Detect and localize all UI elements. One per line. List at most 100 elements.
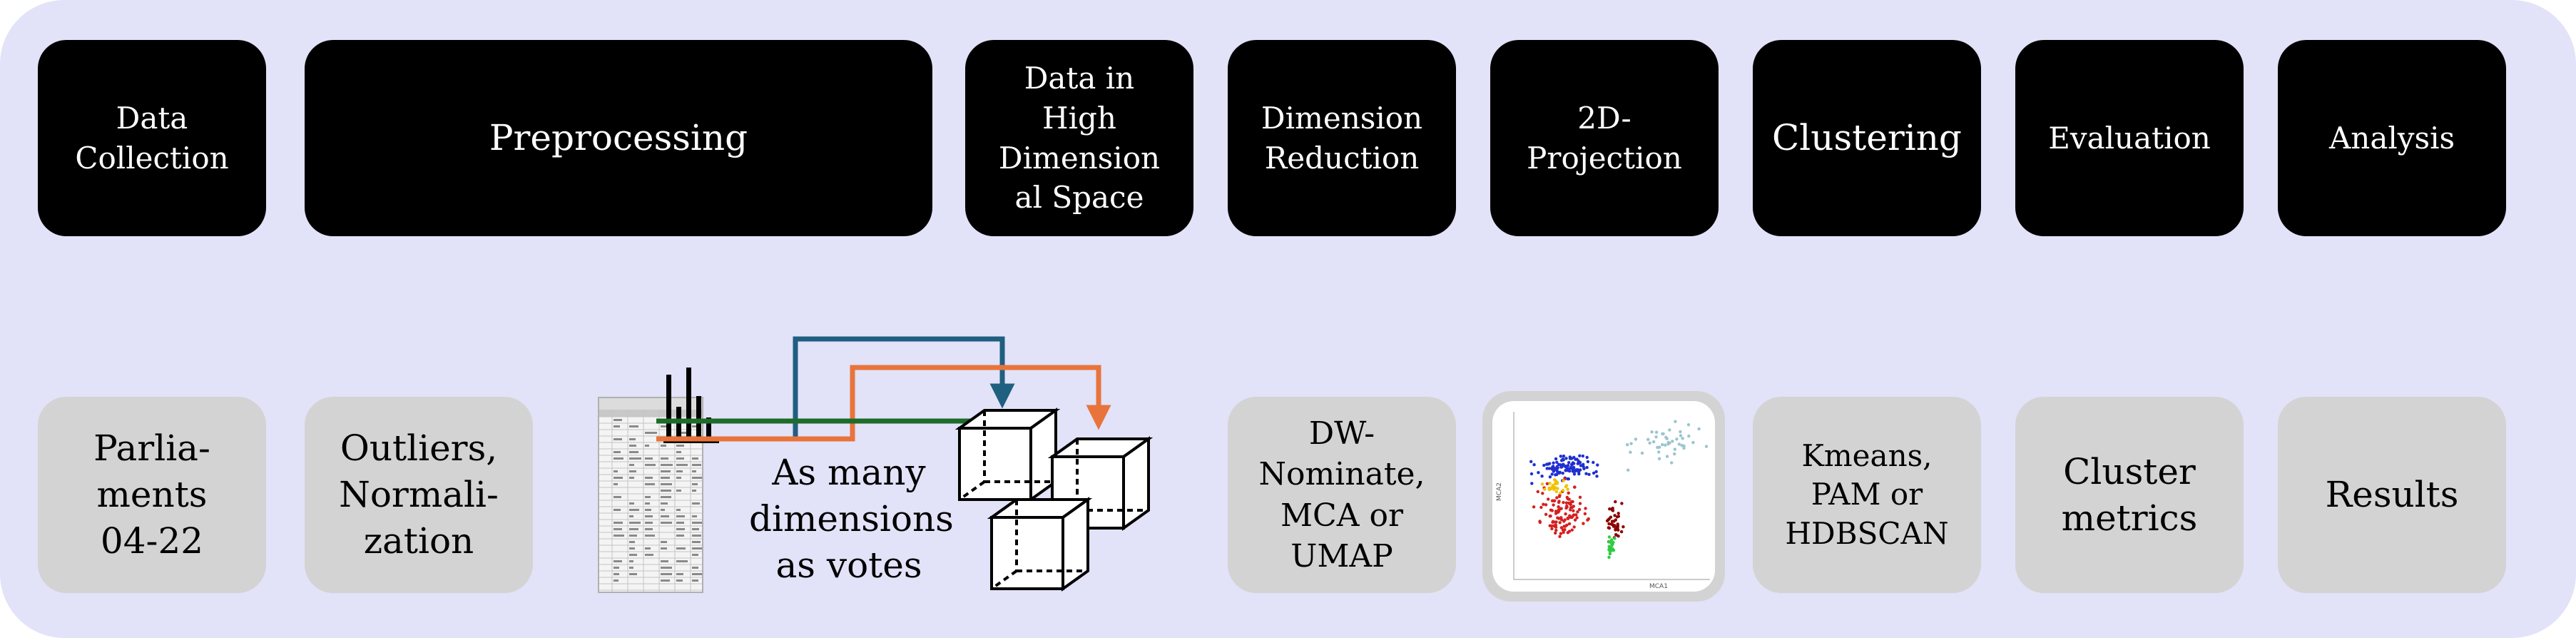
- method-clustering: Kmeans, PAM or HDBSCAN: [1753, 397, 1981, 593]
- scatter-point: [1592, 460, 1595, 465]
- scatter-point: [1570, 528, 1574, 532]
- scatter-point: [1562, 454, 1566, 458]
- scatter-point: [1679, 434, 1683, 437]
- scatter-point: [1646, 437, 1650, 441]
- scatter-point: [1608, 507, 1612, 511]
- scatter-point: [1564, 506, 1568, 510]
- scatter-point: [1657, 457, 1661, 460]
- scatter-point: [1554, 457, 1558, 461]
- scatter-point: [1673, 452, 1676, 456]
- scatter-point: [1614, 500, 1617, 504]
- method-parliaments: Parlia- ments 04-22: [38, 397, 266, 593]
- high-dimension-illustration: [656, 336, 1154, 592]
- scatter-point: [1626, 468, 1630, 472]
- scatter-point: [1548, 524, 1552, 527]
- scatter-point: [1585, 465, 1589, 470]
- scatter-point: [1538, 520, 1542, 525]
- scatter-point: [1607, 535, 1612, 539]
- scatter-point: [1614, 533, 1618, 537]
- scatter-point: [1565, 495, 1569, 500]
- scatter-point: [1554, 520, 1558, 524]
- scatter-point: [1563, 528, 1567, 532]
- scatter-point: [1541, 492, 1544, 495]
- scatter-point: [1578, 454, 1582, 457]
- scatter-point: [1562, 530, 1565, 535]
- scatter-point: [1572, 472, 1577, 476]
- scatter-point: [1547, 467, 1551, 470]
- cube-icon: [987, 497, 1093, 592]
- scatter-point: [1595, 475, 1599, 478]
- scatter-point: [1607, 540, 1611, 544]
- scatter-point: [1567, 477, 1570, 481]
- scatter-point: [1673, 447, 1676, 451]
- scatter-point: [1616, 526, 1619, 530]
- scatter-point: [1552, 487, 1556, 491]
- scatter-point: [1675, 437, 1679, 441]
- scatter-point: [1564, 501, 1569, 505]
- scatter-point: [1582, 522, 1585, 525]
- scatter-point: [1554, 473, 1557, 477]
- scatter-point: [1564, 457, 1568, 460]
- scatter-point: [1552, 485, 1556, 489]
- stage-clustering: Clustering: [1753, 40, 1981, 236]
- scatter-point: [1536, 490, 1539, 494]
- scatter-point: [1547, 497, 1550, 501]
- scatter-point: [1549, 508, 1553, 512]
- scatter-point: [1697, 427, 1701, 431]
- method-outliers-normalization: Outliers, Normali- zation: [305, 397, 533, 593]
- method-label: Parlia- ments 04-22: [93, 427, 210, 562]
- scatter-point: [1540, 475, 1544, 478]
- method-label: Kmeans, PAM or HDBSCAN: [1785, 437, 1949, 551]
- scatter-point: [1584, 472, 1588, 475]
- scatter-point: [1549, 467, 1554, 470]
- scatter-point: [1574, 513, 1578, 517]
- scatter-point: [1573, 485, 1577, 489]
- scatter-point: [1576, 468, 1579, 472]
- scatter-point: [1657, 450, 1661, 454]
- scatter-point: [1656, 445, 1659, 450]
- scatter-point: [1554, 531, 1557, 535]
- method-dimension-reduction: DW- Nominate, MCA or UMAP: [1228, 397, 1456, 593]
- scatter-point: [1566, 487, 1569, 491]
- scatter-point: [1648, 441, 1651, 445]
- method-label: Results: [2325, 474, 2459, 515]
- scatter-point: [1661, 432, 1665, 436]
- scatter-point: [1572, 465, 1576, 470]
- scatter-point: [1559, 507, 1563, 510]
- scatter-point: [1654, 430, 1659, 434]
- scatter-point: [1559, 491, 1562, 495]
- spreadsheet-thumbnail: [598, 397, 703, 593]
- scatter-point: [1559, 532, 1563, 535]
- scatter-point: [1548, 475, 1552, 479]
- scatter-point: [1564, 468, 1568, 472]
- stage-label: Data Collection: [75, 100, 229, 176]
- scatter-point: [1576, 462, 1579, 465]
- scatter-point: [1613, 524, 1617, 527]
- stage-preprocessing: Preprocessing: [305, 40, 932, 236]
- scatter-point: [1557, 500, 1561, 505]
- scatter-plot: MCA2 MCA1: [1496, 412, 1710, 590]
- stage-evaluation: Evaluation: [2015, 40, 2244, 236]
- arrow-blue: [656, 336, 1015, 442]
- stage-high-dimensional-space: Data in High Dimension al Space: [965, 40, 1193, 236]
- scatter-point: [1668, 428, 1671, 432]
- scatter-point: [1664, 443, 1667, 447]
- scatter-point: [1585, 455, 1589, 460]
- scatter-point: [1620, 502, 1624, 505]
- cube-icon: [954, 407, 1061, 502]
- scatter-point: [1570, 505, 1574, 510]
- scatter-point: [1569, 508, 1572, 512]
- scatter-point: [1594, 470, 1598, 474]
- scatter-point: [1564, 465, 1567, 469]
- scatter-point: [1686, 423, 1691, 427]
- scatter-point: [1596, 463, 1599, 467]
- stage-label: Clustering: [1772, 117, 1962, 159]
- scatter-point: [1529, 460, 1533, 463]
- scatter-x-label: MCA1: [1649, 583, 1668, 590]
- scatter-y-label: MCA2: [1496, 482, 1503, 501]
- scatter-point: [1622, 525, 1625, 529]
- scatter-point: [1564, 525, 1567, 528]
- scatter-point: [1584, 507, 1587, 510]
- scatter-point: [1550, 472, 1554, 476]
- scatter-point: [1570, 515, 1574, 520]
